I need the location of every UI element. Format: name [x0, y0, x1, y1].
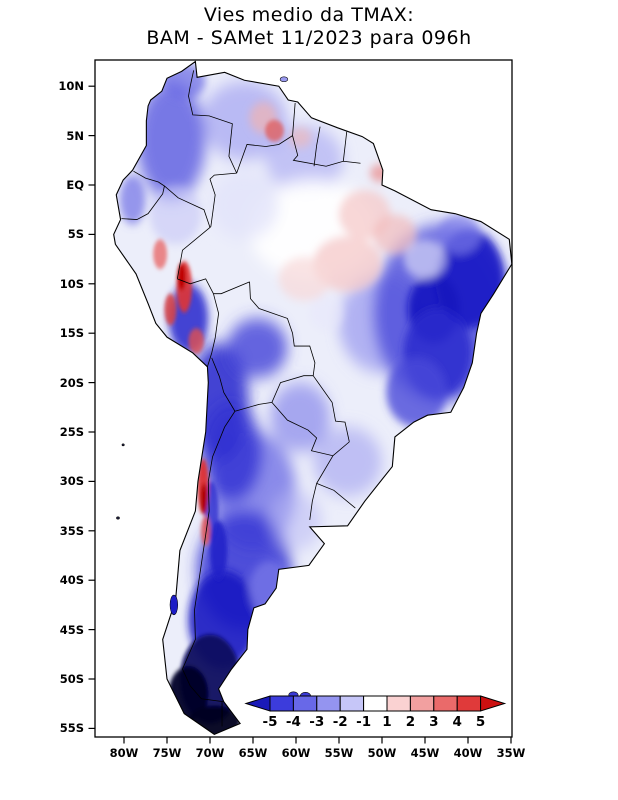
lon-label: 55W	[325, 746, 354, 760]
lon-label: 80W	[110, 746, 139, 760]
lon-label: 50W	[368, 746, 397, 760]
coastline	[114, 62, 512, 735]
colorbar-segment	[409, 695, 435, 712]
colorbar-segment	[363, 695, 388, 712]
lon-ticks	[123, 737, 512, 744]
colorbar-segment	[316, 695, 341, 712]
lon-label: 35W	[497, 746, 526, 760]
colorbar-label: -3	[309, 714, 324, 730]
colorbar-arrow-right	[480, 695, 507, 712]
colorbar-segment	[386, 695, 411, 712]
figure-title-line2: BAM - SAMet 11/2023 para 096h	[146, 27, 472, 49]
colorbar-label: -2	[333, 714, 348, 730]
lat-label: 35S	[60, 524, 84, 538]
lon-label: 75W	[153, 746, 182, 760]
lon-label: 40W	[454, 746, 483, 760]
lon-label: 45W	[411, 746, 440, 760]
regional-shading	[119, 63, 505, 670]
island-trinidad	[279, 76, 289, 83]
colorbar-label: -4	[286, 714, 301, 730]
colorbar-label: 3	[429, 714, 438, 730]
lat-label: EQ	[66, 178, 84, 192]
island-juan-fernandez	[116, 516, 120, 520]
colorbar-label: 2	[406, 714, 415, 730]
country-borders	[121, 70, 360, 726]
lon-label: 70W	[196, 746, 225, 760]
lat-label: 40S	[60, 573, 84, 587]
colorbar-segment	[269, 695, 294, 712]
plot-frame	[94, 59, 513, 738]
colorbar-arrow-left	[244, 695, 271, 712]
colorbar-label: -1	[356, 714, 371, 730]
lat-label: 50S	[60, 672, 84, 686]
lat-label: 5N	[66, 129, 84, 143]
lat-label: 10N	[58, 79, 84, 93]
figure-title-line1: Vies medio da TMAX:	[203, 4, 415, 26]
lat-label: 30S	[60, 474, 84, 488]
lat-label: 10S	[60, 277, 84, 291]
lat-ticks	[88, 85, 95, 730]
colorbar-segment	[339, 695, 365, 712]
lat-label: 20S	[60, 376, 84, 390]
colorbar: -5 -4 -3 -2 -1 1 2 3 4 5	[244, 695, 507, 730]
colorbar-segment	[433, 695, 458, 712]
island-san-felix	[121, 443, 125, 447]
lon-label: 65W	[239, 746, 268, 760]
colorbar-label: -5	[263, 714, 278, 730]
lat-label: 25S	[60, 425, 84, 439]
lat-label: 55S	[60, 721, 84, 735]
colorbar-label: 5	[476, 714, 485, 730]
colorbar-segment	[456, 695, 482, 712]
lat-label: 15S	[60, 326, 84, 340]
bias-field	[113, 61, 512, 735]
colorbar-label: 4	[452, 714, 461, 730]
lat-label: 5S	[68, 227, 84, 241]
island-chiloe	[169, 594, 179, 616]
lon-labels: 80W 75W 70W 65W 60W 55W 50W 45W 40W 35W	[110, 746, 526, 760]
colorbar-label: 1	[382, 714, 391, 730]
lon-label: 60W	[282, 746, 311, 760]
lat-label: 45S	[60, 623, 84, 637]
colorbar-segment	[292, 695, 318, 712]
lat-labels: 10N 5N EQ 5S 10S 15S 20S 25S 30S 35S 40S…	[58, 79, 84, 735]
